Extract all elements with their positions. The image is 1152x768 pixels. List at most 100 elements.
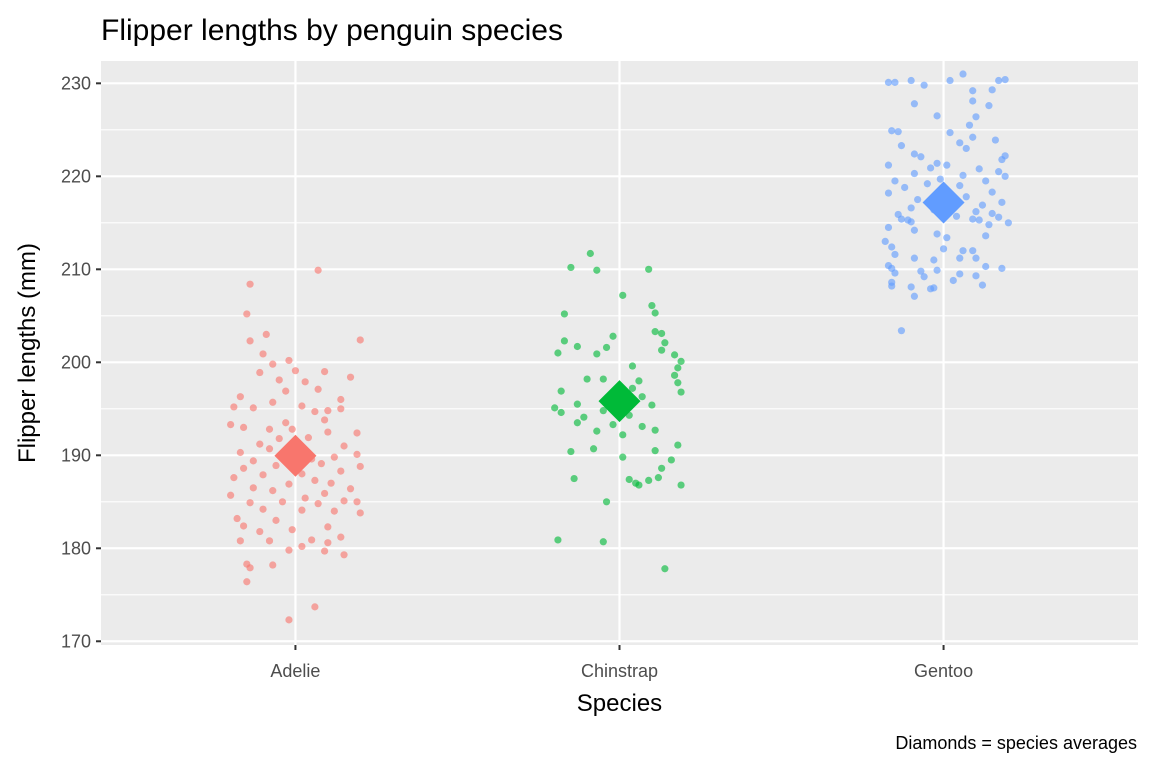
y-tick-label: 210 (61, 259, 91, 279)
data-point (321, 547, 329, 555)
species-averages (274, 181, 965, 477)
data-point (356, 336, 364, 344)
data-point (239, 522, 248, 530)
x-axis-title: Species (577, 690, 662, 717)
data-point (573, 342, 581, 351)
data-point (285, 616, 293, 624)
data-point (239, 464, 248, 472)
data-point (674, 379, 682, 387)
data-point (249, 404, 257, 412)
data-point (884, 161, 893, 169)
data-point (645, 265, 653, 273)
data-point (609, 421, 617, 429)
data-point (291, 367, 300, 375)
data-point (888, 127, 896, 135)
data-point (897, 215, 906, 223)
data-point (972, 272, 980, 280)
data-point (554, 349, 562, 357)
data-point (337, 533, 345, 541)
data-point (567, 447, 575, 456)
y-tick-label: 170 (61, 631, 91, 651)
data-point (910, 254, 918, 262)
data-point (246, 564, 254, 572)
data-point (589, 445, 598, 453)
data-point (884, 223, 893, 232)
data-point (551, 404, 559, 412)
mean-diamond-gentoo (922, 181, 965, 224)
mean-diamond-chinstrap (598, 380, 641, 423)
chart-title: Flipper lengths by penguin species (101, 14, 563, 47)
data-point (593, 266, 601, 274)
data-point (321, 367, 329, 376)
data-point (356, 509, 364, 517)
data-point (311, 603, 319, 611)
data-point (949, 276, 957, 285)
data-point (230, 403, 238, 411)
data-point (959, 70, 967, 78)
data-point (324, 428, 332, 436)
data-point (593, 427, 601, 435)
data-point (946, 129, 954, 137)
data-point (239, 423, 248, 431)
y-tick-label: 180 (61, 538, 91, 558)
data-point (995, 76, 1003, 85)
data-point (959, 247, 967, 255)
data-point (272, 461, 280, 470)
data-point (891, 269, 899, 277)
data-point (308, 536, 316, 544)
data-point (897, 142, 906, 150)
data-point (638, 393, 646, 401)
data-point (985, 221, 993, 229)
data-point (891, 78, 899, 86)
data-point (317, 460, 325, 468)
data-point (265, 445, 274, 453)
data-point (272, 516, 280, 524)
data-point (288, 526, 296, 534)
data-point (628, 384, 637, 392)
data-point (956, 270, 964, 278)
data-point (324, 407, 332, 415)
data-point (651, 447, 659, 455)
data-point (910, 150, 918, 158)
data-point (988, 209, 996, 218)
data-point (677, 481, 685, 489)
data-point (269, 398, 277, 406)
data-point (560, 337, 569, 345)
data-point (975, 165, 983, 173)
data-point (956, 182, 964, 190)
data-point (914, 195, 922, 204)
data-point (275, 376, 283, 384)
data-point (314, 500, 322, 508)
data-point (907, 283, 915, 291)
data-point (246, 499, 254, 507)
data-point (677, 357, 685, 365)
data-point (985, 102, 993, 110)
data-point (321, 416, 329, 424)
data-point (897, 327, 906, 335)
data-point (269, 360, 277, 368)
data-point (602, 498, 611, 506)
data-point (619, 453, 627, 461)
data-point (923, 180, 931, 188)
data-point (282, 387, 290, 395)
data-point (586, 249, 594, 258)
data-point (304, 434, 312, 442)
data-point (648, 401, 656, 409)
data-point (353, 450, 361, 458)
data-point (933, 266, 941, 274)
data-point (907, 204, 915, 212)
data-point (901, 183, 909, 192)
data-point (956, 254, 964, 262)
data-point (246, 337, 254, 345)
data-point (278, 498, 287, 506)
data-point (998, 198, 1006, 206)
data-point (560, 310, 569, 318)
data-point (930, 256, 938, 264)
y-tick-label: 200 (61, 352, 91, 372)
data-point (920, 81, 928, 89)
data-point (602, 343, 611, 352)
data-point (554, 536, 562, 544)
data-point (570, 474, 578, 483)
data-point (567, 263, 575, 272)
